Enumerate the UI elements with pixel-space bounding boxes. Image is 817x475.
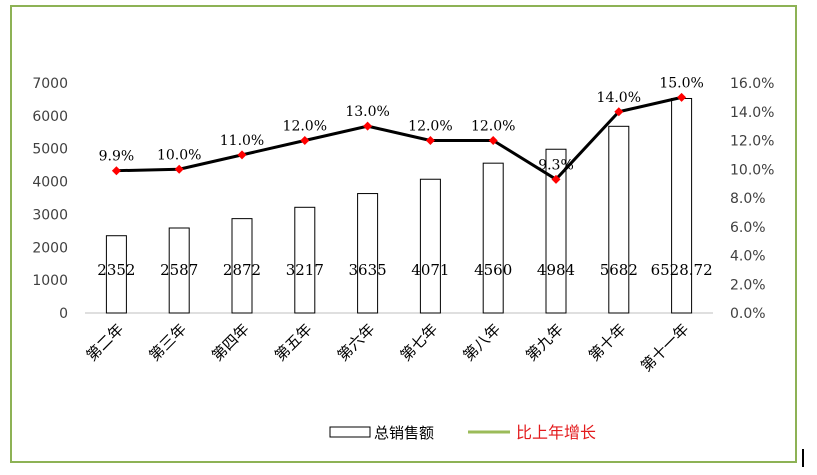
bar-value-label: 4984 bbox=[537, 261, 575, 279]
left-axis-tick-label: 6000 bbox=[32, 109, 68, 125]
right-axis-tick-label: 12.0% bbox=[730, 134, 774, 150]
line-value-label: 11.0% bbox=[220, 133, 264, 149]
line-marker bbox=[363, 121, 373, 131]
bar-value-label: 2872 bbox=[223, 261, 261, 279]
bar bbox=[671, 97, 693, 314]
category-label: 第三年 bbox=[145, 320, 190, 365]
category-label: 第七年 bbox=[397, 320, 442, 365]
left-axis-tick-label: 0 bbox=[59, 306, 68, 322]
category-label: 第五年 bbox=[271, 320, 316, 365]
line-value-label: 9.9% bbox=[99, 149, 135, 165]
right-axis-tick-label: 2.0% bbox=[730, 277, 766, 293]
category-label: 第九年 bbox=[522, 320, 567, 365]
bar-value-label: 3217 bbox=[286, 261, 324, 279]
category-label: 第十一年 bbox=[637, 320, 692, 375]
legend-label-line: 比上年增长 bbox=[516, 423, 596, 442]
line-marker bbox=[488, 136, 498, 145]
line-marker bbox=[677, 92, 687, 102]
growth-line bbox=[116, 95, 682, 181]
line-marker bbox=[237, 150, 247, 160]
line-marker bbox=[174, 164, 184, 174]
bar-value-label: 3635 bbox=[349, 261, 387, 279]
line-value-label: 12.0% bbox=[471, 119, 515, 135]
legend-label-bar: 总销售额 bbox=[374, 424, 434, 442]
line-value-label: 15.0% bbox=[659, 75, 703, 91]
right-axis-tick-label: 4.0% bbox=[730, 249, 766, 265]
left-axis-tick-label: 7000 bbox=[32, 76, 68, 92]
bar bbox=[231, 218, 253, 314]
category-label: 第八年 bbox=[459, 320, 504, 365]
right-axis-tick-label: 14.0% bbox=[730, 105, 774, 121]
axes: 0 1000 2000 3000 4000 5000 6000 7000 0.0% 2.0% 4.0… bbox=[32, 76, 774, 322]
bar bbox=[168, 227, 190, 314]
line-value-label: 12.0% bbox=[283, 119, 327, 135]
line-value-label: 14.0% bbox=[597, 90, 641, 106]
line-value-label: 10.0% bbox=[157, 147, 201, 163]
category-label: 第十年 bbox=[585, 320, 630, 365]
line-marker bbox=[551, 174, 561, 184]
right-axis-tick-label: 8.0% bbox=[730, 191, 766, 207]
bar bbox=[357, 193, 379, 314]
right-axis-tick-label: 10.0% bbox=[730, 162, 774, 178]
bar-value-label: 6528.72 bbox=[651, 261, 713, 279]
chart-frame bbox=[10, 5, 797, 463]
bar-value-label: 2587 bbox=[160, 261, 198, 279]
bar-value-label: 4071 bbox=[411, 261, 449, 279]
left-axis-tick-label: 1000 bbox=[32, 273, 68, 289]
bar-value-label: 2352 bbox=[97, 261, 135, 279]
right-axis-tick-label: 6.0% bbox=[730, 220, 766, 236]
line-value-label: 9.3% bbox=[538, 157, 574, 173]
left-axis-tick-label: 2000 bbox=[32, 240, 68, 256]
bar-value-label: 5682 bbox=[600, 261, 638, 279]
bar bbox=[419, 178, 441, 314]
bar bbox=[482, 162, 504, 314]
left-axis-tick-label: 4000 bbox=[32, 175, 68, 191]
right-axis-tick-label: 0.0% bbox=[730, 306, 766, 322]
bar-data-labels: 2352 2587 2872 3217 3635 4071 4560 4984 5682 6528… bbox=[97, 261, 712, 279]
right-axis-tick-label: 16.0% bbox=[730, 76, 774, 92]
category-labels: 第二年 第三年 第四年 第五年 第六年 第七年 第八年 第九年 第十年 第十一年 bbox=[83, 320, 693, 375]
bar bbox=[294, 206, 316, 314]
line-marker bbox=[111, 166, 121, 176]
text-cursor bbox=[802, 449, 804, 467]
line-markers bbox=[111, 92, 687, 184]
line-value-label: 12.0% bbox=[408, 119, 452, 135]
bar bbox=[608, 125, 630, 314]
line-value-label: 13.0% bbox=[345, 104, 389, 120]
line-marker bbox=[300, 136, 310, 145]
line-marker bbox=[425, 136, 435, 145]
line-data-labels: 9.9% 10.0% 11.0% 12.0% 13.0% 12.0% 12.0% 9.3% 14… bbox=[99, 75, 704, 173]
bar-value-label: 4560 bbox=[474, 261, 512, 279]
bar bbox=[105, 235, 127, 314]
bar-series bbox=[105, 97, 693, 314]
line-series bbox=[116, 95, 682, 181]
legend: 总销售额 比上年增长 bbox=[329, 423, 596, 442]
category-label: 第四年 bbox=[208, 320, 253, 365]
left-axis-tick-label: 3000 bbox=[32, 207, 68, 223]
category-label: 第六年 bbox=[334, 320, 379, 365]
category-label: 第二年 bbox=[83, 320, 128, 365]
legend-swatch-bar bbox=[329, 426, 371, 438]
line-marker bbox=[614, 107, 624, 117]
left-axis-tick-label: 5000 bbox=[32, 142, 68, 158]
bar bbox=[545, 148, 567, 314]
